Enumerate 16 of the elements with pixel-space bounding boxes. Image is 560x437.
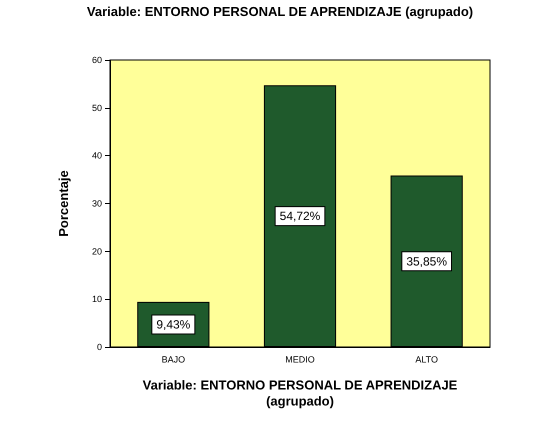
data-label: 35,85% (406, 254, 448, 268)
data-label: 54,72% (280, 209, 321, 224)
y-tick-label: 30 (92, 198, 102, 208)
y-tick-label: 10 (92, 294, 102, 304)
y-tick-label: 0 (96, 342, 102, 352)
y-tick-label: 60 (92, 55, 102, 65)
y-tick-label: 50 (92, 102, 102, 113)
x-tick-label: MEDIO (285, 354, 315, 364)
x-tick-label: ALTO (415, 354, 438, 364)
y-tick-label: 20 (92, 246, 102, 256)
x-tick-label: BAJO (162, 354, 186, 364)
y-tick-label: 40 (92, 150, 102, 161)
y-axis-title: Porcentaje (56, 170, 71, 237)
data-label: 9,43% (156, 317, 191, 332)
chart-title: Variable: ENTORNO PERSONAL DE APRENDIZAJE (agrupado) (86, 4, 474, 19)
x-axis-title: Variable: ENTORNO PERSONAL DE APRENDIZAJE (agrupado) (142, 378, 458, 408)
